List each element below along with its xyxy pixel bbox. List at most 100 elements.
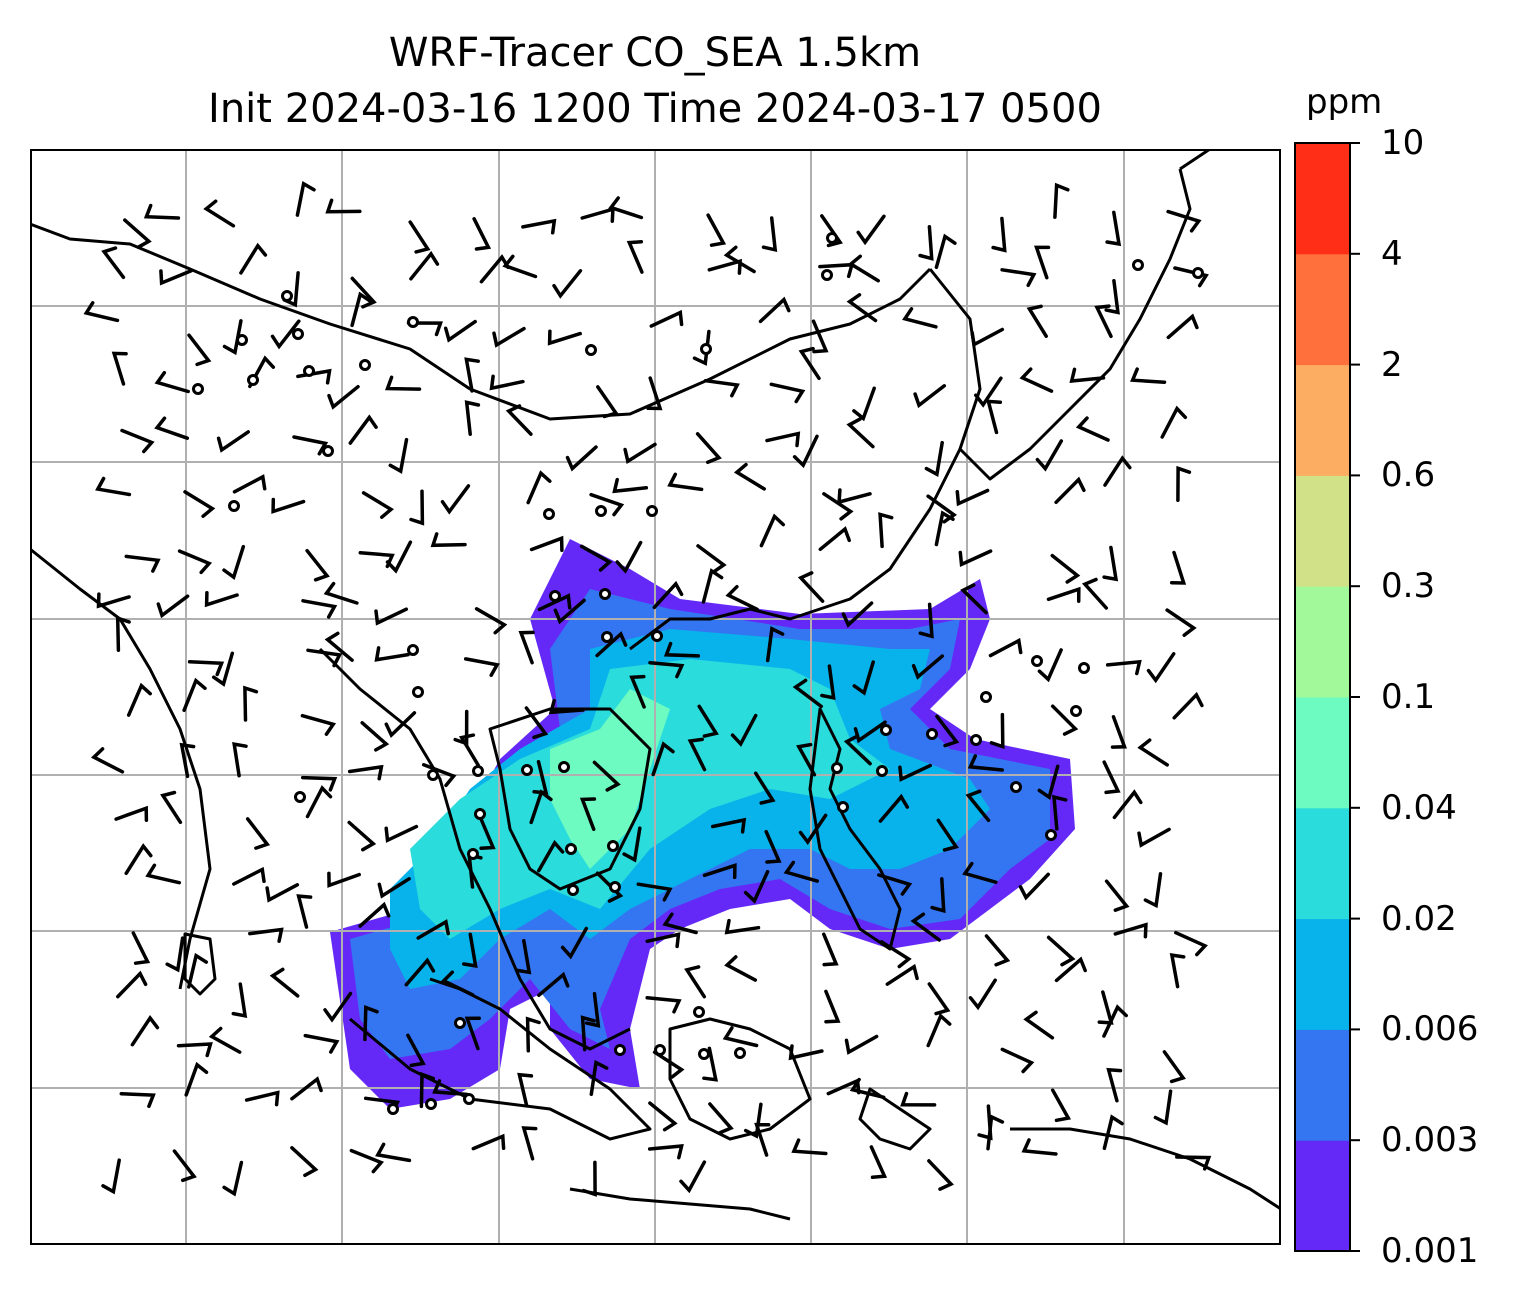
wind-barb — [363, 1005, 379, 1042]
wind-barb — [472, 217, 492, 251]
wind-barb — [649, 309, 684, 328]
wind-barb — [645, 996, 682, 1014]
wind-barb — [885, 963, 919, 986]
colorbar-tick-label: 0.02 — [1381, 898, 1457, 939]
wind-barb — [96, 592, 131, 609]
wind-barb — [708, 1102, 734, 1135]
wind-barb — [111, 351, 128, 386]
calm-marker — [831, 762, 843, 774]
wind-barb — [592, 760, 621, 792]
wind-barb — [702, 1046, 719, 1082]
wind-barb — [758, 296, 791, 324]
wind-barb — [323, 581, 359, 605]
wind-barb — [764, 829, 782, 864]
wind-barb — [119, 1091, 156, 1109]
wind-barb — [710, 817, 747, 834]
wind-barb — [348, 414, 378, 445]
coast-java — [569, 1187, 791, 1221]
wind-barb — [515, 938, 532, 975]
wind-barb — [958, 549, 993, 568]
wind-barb — [811, 319, 829, 354]
calm-marker — [734, 1047, 746, 1059]
calm-marker — [698, 1048, 710, 1060]
wind-barb — [646, 376, 663, 411]
wind-barb — [1035, 439, 1064, 472]
wind-barb — [384, 711, 417, 739]
wind-barb — [1081, 577, 1109, 610]
colorbar-cell — [1295, 807, 1350, 920]
wind-barb — [615, 540, 643, 574]
calm-marker — [926, 728, 938, 740]
wind-barb — [350, 276, 377, 309]
wind-barb — [1034, 245, 1051, 280]
wind-barb — [265, 883, 300, 903]
wind-barb — [464, 1016, 481, 1051]
wind-barb — [492, 326, 526, 348]
plot-title-line2: Init 2024-03-16 1200 Time 2024-03-17 050… — [208, 86, 1102, 132]
calm-marker — [614, 1044, 626, 1056]
calm-marker — [407, 316, 419, 328]
wind-barb — [1037, 764, 1060, 801]
colorbar-cell — [1295, 697, 1350, 809]
calm-marker — [1031, 655, 1043, 667]
wind-barb — [184, 1061, 209, 1097]
wind-barb — [385, 540, 413, 574]
wind-barb — [300, 713, 337, 736]
wind-barb — [325, 198, 362, 214]
wind-barb — [176, 1042, 213, 1058]
wind-barb — [231, 982, 248, 1018]
wind-barb — [532, 759, 549, 795]
wind-barb — [792, 678, 823, 709]
wind-barb — [1174, 930, 1208, 957]
wind-barb — [529, 535, 564, 553]
wind-barb — [955, 488, 990, 507]
colorbar-tick-label: 10 — [1381, 123, 1425, 163]
wind-barb — [463, 657, 500, 677]
wind-barb — [443, 319, 477, 343]
colorbar-cell — [1295, 253, 1350, 366]
wind-barb — [967, 754, 1004, 772]
wind-barb — [271, 497, 306, 514]
wind-barb — [1104, 278, 1120, 315]
wind-barb — [1176, 465, 1192, 503]
calm-marker — [454, 1017, 466, 1029]
calm-marker — [609, 881, 621, 893]
wind-barb — [679, 1160, 707, 1194]
calm-marker — [1132, 259, 1144, 271]
wind-barb — [962, 861, 998, 884]
wind-barb — [753, 771, 776, 805]
wind-barb — [723, 245, 756, 274]
wind-barb — [374, 646, 410, 662]
wind-barb — [765, 626, 785, 663]
wind-barb — [553, 598, 586, 625]
wind-barb — [1102, 1114, 1124, 1151]
wind-barb — [1172, 691, 1204, 720]
wind-barb — [911, 654, 945, 680]
wind-barb — [187, 660, 225, 677]
wind-barb — [579, 544, 613, 572]
wind-barb — [361, 491, 394, 519]
coast-japan — [1179, 149, 1280, 171]
wind-barb — [131, 931, 151, 965]
wind-barb — [232, 866, 266, 886]
wind-barb — [645, 932, 681, 949]
wind-barb — [295, 180, 316, 217]
plot-title-line1: WRF-Tracer CO_SEA 1.5km — [388, 30, 922, 76]
coast-india — [30, 547, 212, 990]
wind-barb — [120, 428, 155, 454]
wind-barb — [537, 839, 565, 873]
wind-barb — [505, 404, 533, 436]
wind-barb — [652, 1050, 685, 1079]
wind-barb — [730, 713, 758, 747]
wind-barb — [384, 824, 419, 843]
calm-marker — [412, 686, 424, 698]
wind-barb — [968, 978, 997, 1011]
wind-barb — [935, 714, 960, 748]
calm-marker — [601, 631, 613, 643]
colorbar-tick-label: 0.1 — [1381, 677, 1436, 717]
calm-marker — [192, 383, 204, 395]
calm-marker — [521, 764, 533, 776]
colorbar-tick-label: 0.001 — [1381, 1231, 1479, 1271]
wind-barb — [83, 301, 120, 323]
wind-barb — [843, 734, 872, 766]
